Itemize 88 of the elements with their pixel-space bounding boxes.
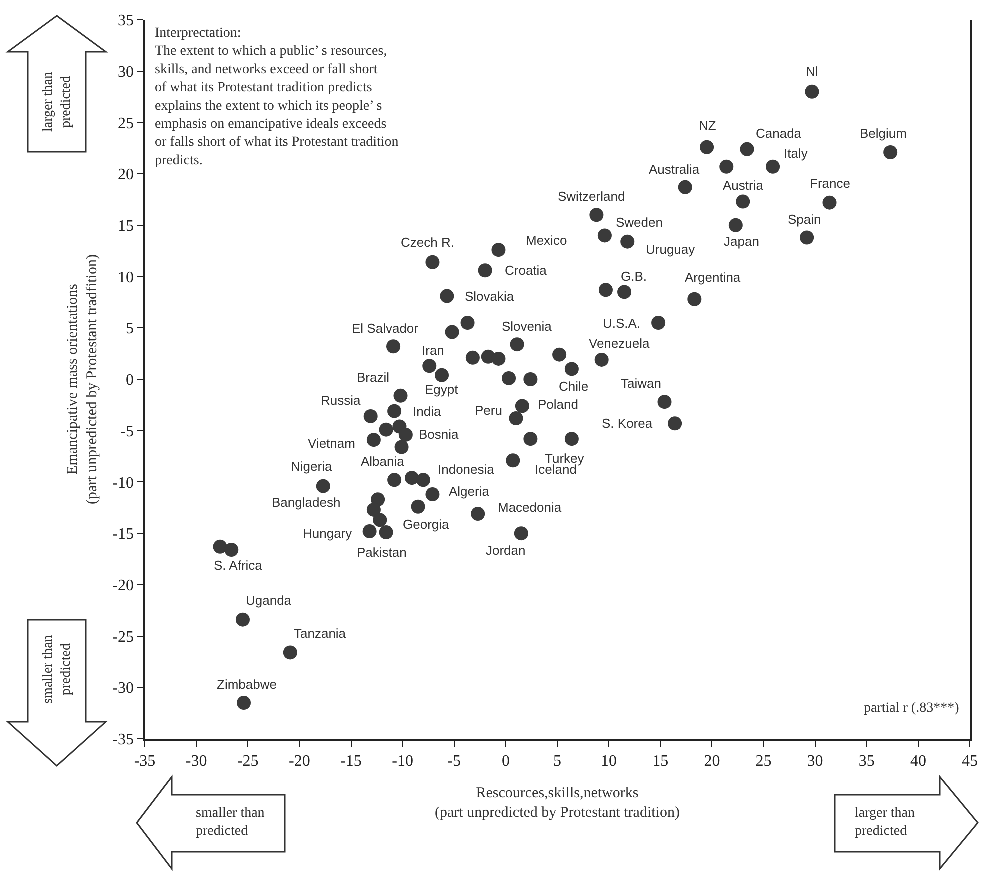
annotation: Bosnia (419, 427, 460, 442)
y-tick-label: 10 (118, 269, 134, 286)
annotation: Czech R. (401, 235, 454, 250)
annotation: Slovenia (502, 319, 553, 334)
x-tick-label: -10 (392, 752, 414, 770)
annotation: Croatia (505, 263, 548, 278)
y-tick-label: -35 (112, 732, 134, 749)
annotation: Georgia (403, 517, 450, 532)
y-tick-label: 25 (118, 115, 134, 132)
text: larger than predicted (41, 72, 74, 132)
annotation: Tanzania (294, 626, 347, 641)
annotation: S. Africa (214, 558, 264, 573)
text: smaller than predicted (41, 635, 74, 704)
annotation: Interprectation: The extent to which a public’ s resources, skills, and networks exceed or fall short of what its Protestant tradition predicts explains the extent to which its people’ s emphasis on emancipative ideals exceeds or falls short of what its Protestant tradition predicts. (155, 26, 399, 168)
annotation: Peru (475, 403, 502, 418)
y-tick-label: -5 (120, 423, 134, 440)
x-tick-label: 5 (554, 752, 562, 770)
annotation: Zimbabwe (217, 677, 277, 692)
annotation: El Salvador (352, 321, 420, 336)
annotation: Brazil (357, 370, 390, 385)
x-tick-label: -15 (340, 752, 362, 770)
annotation: partial r (.83***) (864, 701, 960, 716)
x-tick-label: 30 (807, 752, 824, 770)
y-tick-label: 20 (118, 166, 134, 184)
annotation: S. Korea (602, 416, 654, 431)
annotation: France (810, 176, 850, 191)
annotation: Argentina (685, 270, 742, 285)
annotation: Uganda (246, 593, 292, 608)
annotation: Belgium (860, 126, 907, 141)
annotation: Pakistan (357, 545, 407, 560)
y-tick-label: 30 (118, 64, 134, 81)
annotation: Vietnam (308, 436, 356, 451)
y-tick-label: 5 (126, 320, 134, 338)
x-tick-label: -25 (237, 752, 259, 770)
annotation: India (413, 404, 442, 419)
x-tick-label: -5 (448, 752, 462, 770)
annotation: Macedonia (498, 500, 562, 515)
annotation: Indonesia (438, 462, 496, 477)
annotation: Bangladesh (272, 495, 341, 510)
y-tick-label: 15 (118, 218, 134, 236)
x-tick-label: 40 (910, 752, 926, 770)
x-tick-label: 15 (652, 752, 669, 770)
x-tick-label: -20 (289, 752, 310, 770)
x-tick-label: 25 (756, 752, 772, 770)
annotation: U.S.A. (603, 316, 641, 331)
y-tick-label: -15 (112, 526, 134, 544)
x-tick-label: 0 (502, 752, 510, 770)
annotation: Spain (788, 212, 822, 227)
x-tick-label: 20 (704, 752, 720, 770)
y-tick-label: -30 (112, 680, 134, 698)
annotation: Uruguay (646, 242, 696, 257)
annotation: Switzerland (558, 189, 626, 204)
text: larger than predicted (855, 806, 915, 840)
annotation: Slovakia (465, 289, 515, 304)
annotation: Austria (723, 178, 764, 193)
annotation: Russia (321, 393, 362, 408)
annotation: NZ (699, 118, 716, 133)
annotation: Albania (361, 454, 406, 469)
x-axis-title: Rescources,skills,networks (part unpredicted by Protestant tradition) (435, 785, 680, 821)
annotation: Australia (649, 162, 700, 177)
annotation: Italy (784, 146, 808, 161)
annotation: Nigeria (291, 459, 333, 474)
annotation: Japan (724, 234, 760, 249)
annotation: Venezuela (589, 336, 650, 351)
annotation: Mexico (526, 233, 568, 248)
annotation: Chile (559, 379, 589, 394)
annotation: Nl (806, 64, 818, 79)
y-tick-label: 35 (118, 12, 134, 30)
y-tick-label: 0 (126, 372, 134, 390)
annotation: Taiwan (621, 376, 662, 391)
y-tick-label: -10 (112, 474, 134, 492)
text: smaller than predicted (196, 806, 265, 840)
annotation: Poland (538, 397, 578, 412)
x-tick-label: -30 (186, 752, 208, 770)
annotation: Hungary (303, 526, 353, 541)
y-tick-label: -20 (112, 578, 134, 595)
annotation: Jordan (486, 543, 526, 558)
x-tick-label: 35 (858, 752, 875, 770)
annotation: Canada (756, 126, 802, 141)
y-tick-label: -25 (112, 628, 134, 646)
y-axis-title: Emancipative mass orientations (part unpredicted by Protestant tradfition) (64, 254, 100, 504)
x-tick-label: 45 (962, 752, 978, 770)
x-tick-label: 10 (601, 752, 618, 770)
annotation: Iran (422, 343, 444, 358)
annotation: Sweden (616, 215, 663, 230)
annotation: Egypt (425, 382, 459, 397)
annotation: G.B. (621, 269, 648, 284)
annotation: Algeria (449, 484, 490, 499)
